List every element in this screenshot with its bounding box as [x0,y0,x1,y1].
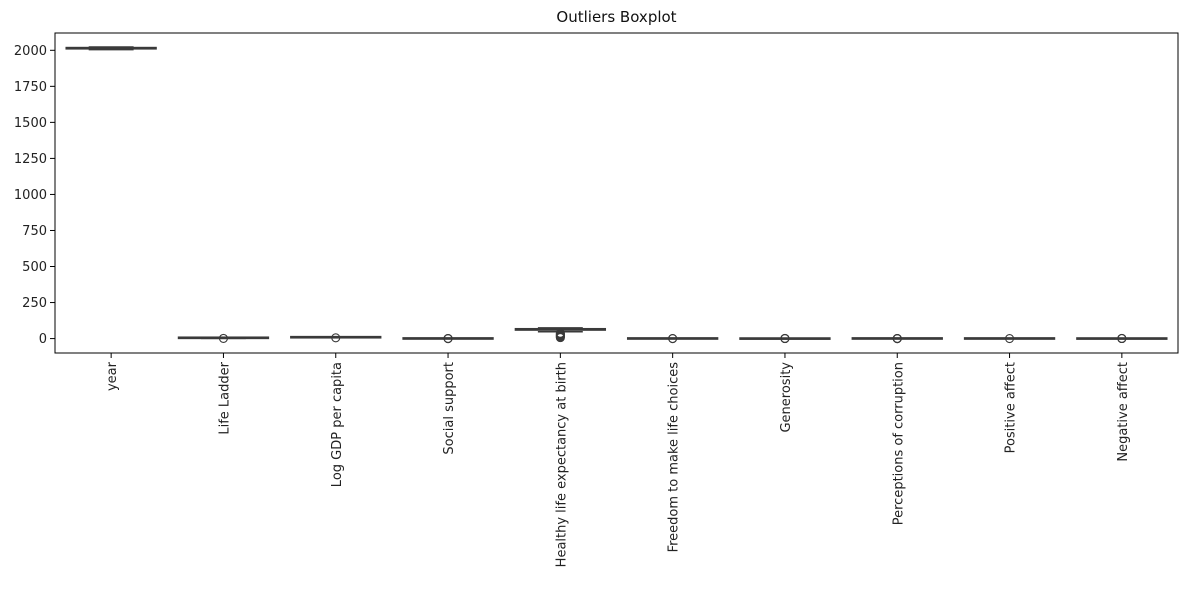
box-perceptions-of-corruption [851,333,943,344]
x-tick-label: Perceptions of corruption [891,362,906,525]
outlier-point [780,333,790,344]
y-tick-label: 750 [22,224,47,239]
x-tick-label: year [105,361,120,391]
box-freedom-to-make-life-choices [626,333,719,344]
x-tick-label: Generosity [779,362,794,433]
y-tick-label: 1250 [14,152,47,167]
box-log-gdp-per-capita [290,333,382,343]
x-tick-label: Freedom to make life choices [667,362,682,553]
plot-area: 0 250 500 750 1000 1250 1500 1750 2000 year Life L… [14,32,1179,567]
outlier-point [1117,333,1127,344]
outlier-point [218,333,228,343]
outlier-point [555,328,565,338]
x-tick-label: Negative affect [1116,362,1131,462]
x-tick-label: Healthy life expectancy at birth [554,362,569,567]
box-positive-affect [963,334,1056,344]
box-year [65,46,157,51]
box-social-support [402,333,494,344]
y-tick-label: 1000 [14,188,47,203]
x-tick-label: Log GDP per capita [330,362,345,487]
outlier-point [1004,334,1015,344]
outlier-point [668,333,678,344]
box-generosity [739,333,831,344]
chart-title: Outliers Boxplot [556,8,676,26]
y-tick-label: 1500 [14,116,47,131]
box-life-ladder [177,333,270,343]
x-tick-label: Positive affect [1004,362,1019,453]
y-tick-label: 250 [22,296,47,311]
y-tick-label: 0 [39,332,47,347]
plot-frame [54,32,1179,354]
box-healthy-life-expectancy-at-birth [514,327,607,343]
y-tick-label: 1750 [14,80,47,95]
y-tick-label: 2000 [14,44,47,59]
y-tick-label: 500 [22,260,47,275]
x-tick-label: Life Ladder [217,361,232,434]
outlier-point [892,333,902,344]
x-tick-label: Social support [442,362,457,455]
box-negative-affect [1076,333,1168,344]
outlier-point [331,333,341,343]
outlier-point [443,333,453,344]
